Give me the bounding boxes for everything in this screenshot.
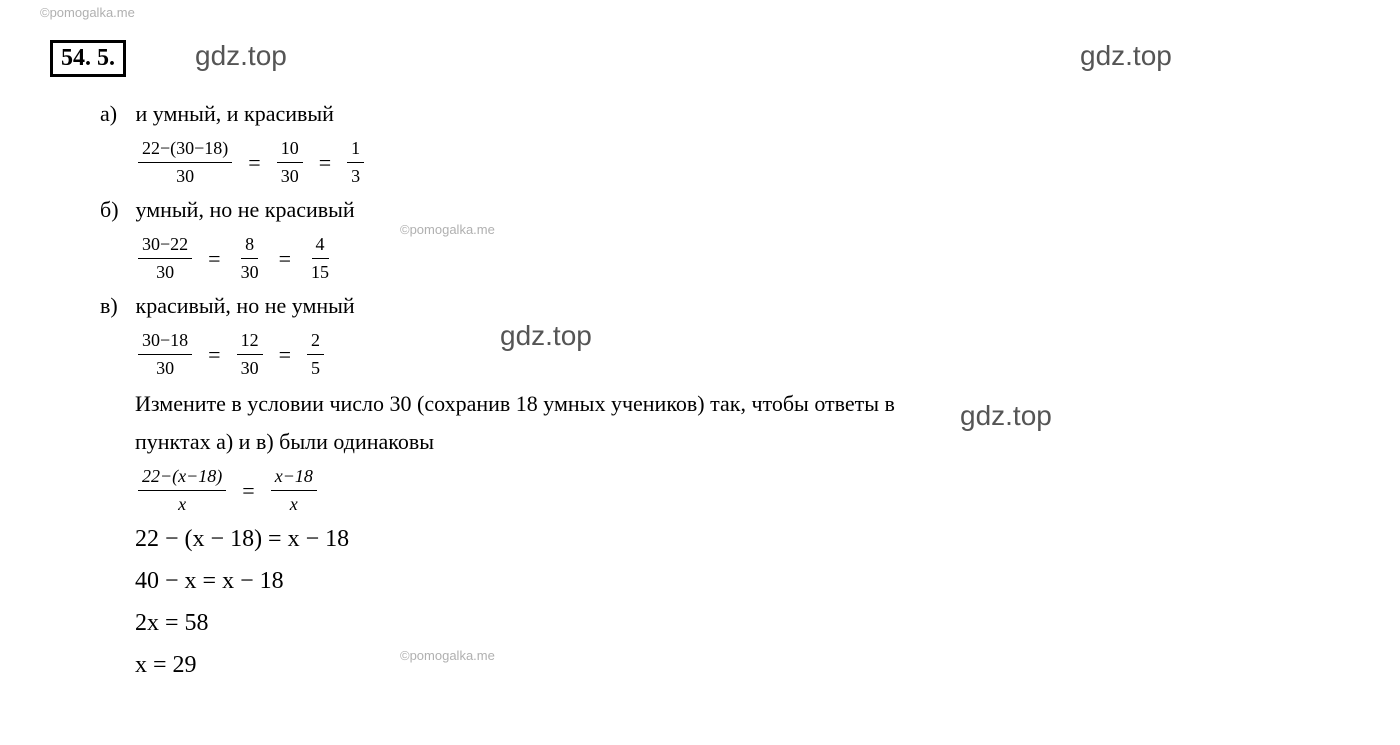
numerator: 22−(x−18): [138, 463, 226, 491]
denominator: 30: [237, 355, 263, 382]
numerator: 4: [312, 231, 329, 259]
instruction-line-2: пунктах а) и в) были одинаковы: [135, 425, 1350, 458]
numerator: x−18: [271, 463, 317, 491]
numerator: 8: [241, 231, 258, 259]
part-c-text: красивый, но не умный: [136, 293, 355, 318]
main-equation: 22−(x−18) x = x−18 x: [135, 463, 1350, 518]
watermark-gdz: gdz.top: [1080, 40, 1172, 72]
equals: =: [208, 338, 220, 371]
fraction: 12 30: [237, 327, 263, 382]
equals: =: [279, 242, 291, 275]
denominator: x: [174, 491, 190, 518]
denominator: 30: [277, 163, 303, 190]
denominator: 5: [307, 355, 324, 382]
fraction: 1 3: [347, 135, 364, 190]
step-2: 40 − x = x − 18: [135, 563, 1350, 599]
watermark-gdz: gdz.top: [195, 40, 287, 72]
part-c-label: в): [100, 289, 130, 322]
part-b-text: умный, но не красивый: [136, 197, 355, 222]
denominator: 15: [307, 259, 333, 286]
watermark-gdz: gdz.top: [500, 320, 592, 352]
problem-number: 54. 5.: [50, 40, 126, 77]
part-b: б) умный, но не красивый: [100, 193, 1350, 226]
fraction: 22−(30−18) 30: [138, 135, 232, 190]
problem-content: а) и умный, и красивый 22−(30−18) 30 = 1…: [100, 97, 1350, 683]
part-b-equation: 30−22 30 = 8 30 = 4 15: [135, 231, 1350, 286]
part-c: в) красивый, но не умный: [100, 289, 1350, 322]
step-3: 2x = 58: [135, 605, 1350, 641]
part-a-equation: 22−(30−18) 30 = 10 30 = 1 3: [135, 135, 1350, 190]
watermark-gdz: gdz.top: [960, 400, 1052, 432]
numerator: 2: [307, 327, 324, 355]
fraction: x−18 x: [271, 463, 317, 518]
part-b-label: б): [100, 193, 130, 226]
numerator: 30−22: [138, 231, 192, 259]
fraction: 30−18 30: [138, 327, 192, 382]
equals: =: [319, 146, 331, 179]
fraction: 30−22 30: [138, 231, 192, 286]
denominator: 30: [152, 355, 178, 382]
instruction-line-1: Измените в условии число 30 (сохранив 18…: [135, 387, 1350, 420]
equals: =: [242, 474, 254, 507]
step-1: 22 − (x − 18) = x − 18: [135, 521, 1350, 557]
numerator: 22−(30−18): [138, 135, 232, 163]
equals: =: [208, 242, 220, 275]
watermark-pomogalka: ©pomogalka.me: [400, 222, 495, 237]
numerator: 1: [347, 135, 364, 163]
numerator: 30−18: [138, 327, 192, 355]
equals: =: [279, 338, 291, 371]
denominator: x: [286, 491, 302, 518]
fraction: 8 30: [237, 231, 263, 286]
fraction: 10 30: [277, 135, 303, 190]
part-c-equation: 30−18 30 = 12 30 = 2 5: [135, 327, 1350, 382]
fraction: 4 15: [307, 231, 333, 286]
numerator: 10: [277, 135, 303, 163]
fraction: 22−(x−18) x: [138, 463, 226, 518]
part-a-label: а): [100, 97, 130, 130]
denominator: 30: [172, 163, 198, 190]
denominator: 30: [237, 259, 263, 286]
watermark-pomogalka: ©pomogalka.me: [40, 5, 135, 20]
part-a-text: и умный, и красивый: [136, 101, 334, 126]
fraction: 2 5: [307, 327, 324, 382]
step-4: x = 29: [135, 647, 1350, 683]
equals: =: [248, 146, 260, 179]
denominator: 30: [152, 259, 178, 286]
watermark-pomogalka: ©pomogalka.me: [400, 648, 495, 663]
numerator: 12: [237, 327, 263, 355]
denominator: 3: [347, 163, 364, 190]
part-a: а) и умный, и красивый: [100, 97, 1350, 130]
